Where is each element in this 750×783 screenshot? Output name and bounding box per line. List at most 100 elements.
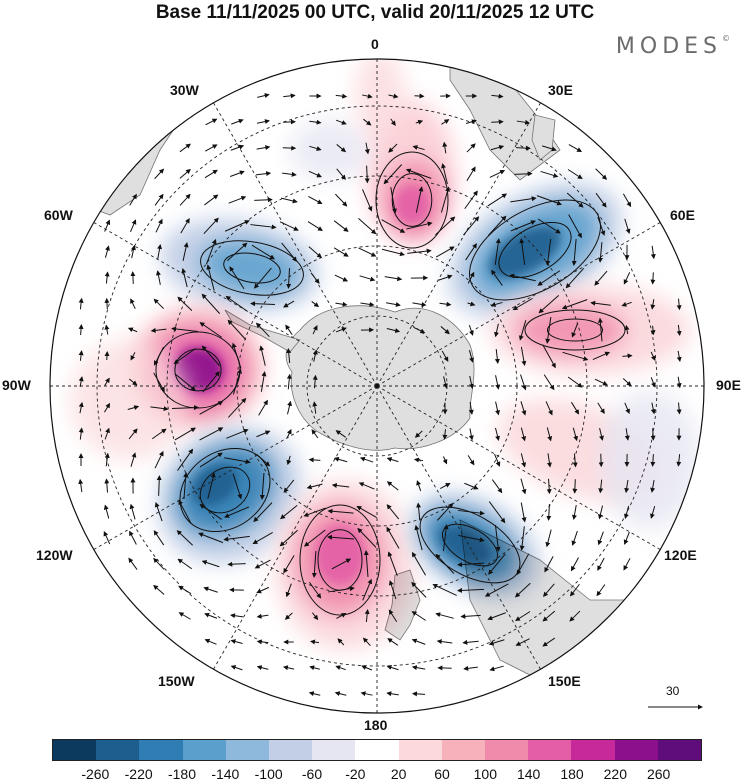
wind-vector [204,169,218,179]
wind-vector [282,665,295,671]
wind-vector [386,457,399,463]
wind-vector [598,479,604,494]
wind-vector [597,505,604,520]
wind-vector [205,144,218,152]
anomaly-blob [394,185,430,225]
wind-vector [358,218,377,235]
wind-vector [311,301,320,308]
wind-vector [199,452,223,468]
wind-vector [438,274,453,281]
wind-vector [336,613,347,619]
wind-vector [386,481,399,491]
wind-vector [515,638,530,646]
wind-vector [153,298,165,310]
wind-vector [571,239,577,266]
wind-vector [259,472,265,500]
wind-vector [520,374,527,391]
wind-vector [469,375,474,390]
wind-vector [308,196,323,204]
anomaly-blob [515,305,625,355]
wind-vector [464,190,478,210]
wind-vector [416,480,422,492]
colorbar-tick-label: -100 [254,766,283,782]
meridian-line [376,99,543,387]
anomaly-blob [600,390,700,530]
wind-vector [309,145,322,151]
wind-vector [312,374,318,389]
wind-vector [466,143,476,153]
wind-vector [225,295,248,312]
wind-vector [364,608,370,623]
wind-vector [335,93,348,99]
wind-vector [412,301,427,307]
meridian-line [90,385,378,552]
wind-vector [363,118,372,126]
wind-vector [153,584,165,595]
wind-vector [491,479,503,494]
wind-vector [130,452,137,467]
wind-vector [281,242,298,262]
wind-vector [406,221,433,230]
wind-vector [386,665,399,671]
colorbar-tick-label: 100 [473,766,498,782]
wind-vector [622,353,633,359]
wind-vector [362,189,373,212]
lon-label-90w: 90W [2,377,31,393]
wind-vector [362,578,373,601]
wind-vector [286,268,292,289]
wind-vector [597,242,603,263]
wind-vector [312,349,318,362]
wind-vector [545,401,553,416]
wind-vector [407,248,432,254]
colorbar-tick-label: 180 [560,766,584,782]
wind-vector [129,503,136,520]
colorbar-swatch [398,740,442,760]
wind-vector [489,170,506,178]
colorbar-swatch [614,740,658,760]
wind-vector [104,324,110,335]
wind-vector [154,168,165,180]
wind-vector [282,171,297,177]
wind-vector [411,665,426,671]
wind-vector [412,145,425,151]
wind-vector [494,238,501,265]
wind-vector [256,586,270,594]
wind-vector [512,297,533,311]
wind-vector [309,665,320,671]
wind-vector [251,244,275,260]
wind-vector [154,501,163,522]
wind-vector [435,216,456,236]
wind-vector [676,298,682,311]
wind-vector [333,247,349,257]
wind-vector [488,553,506,575]
colorbar-swatch [182,740,226,760]
wind-vector [435,246,455,258]
lon-label-30w: 30W [170,82,199,98]
wind-vector [335,193,348,207]
wind-vector [494,427,500,442]
wind-vector [542,637,556,647]
wind-vector [435,612,454,619]
wind-vector [360,691,373,697]
wind-vector [256,639,269,645]
wind-vector [153,372,165,393]
wind-vector [388,609,398,623]
wind-vector [286,400,293,415]
wind-vector [415,119,424,125]
meridian-line [376,220,664,387]
wind-vector [312,612,319,621]
wind-vector [546,504,552,521]
wind-vector [441,119,450,125]
wind-vector [176,530,193,546]
wind-vector [676,402,682,415]
wind-vector [520,502,527,523]
colorbar-swatch [441,740,486,760]
wind-vector [463,665,478,671]
wind-vector [156,475,162,496]
wind-vector [597,317,603,342]
wind-vector [520,453,527,468]
colorbar-tick-label: -180 [167,766,197,782]
wind-vector [358,247,377,257]
wind-vector [283,93,296,99]
